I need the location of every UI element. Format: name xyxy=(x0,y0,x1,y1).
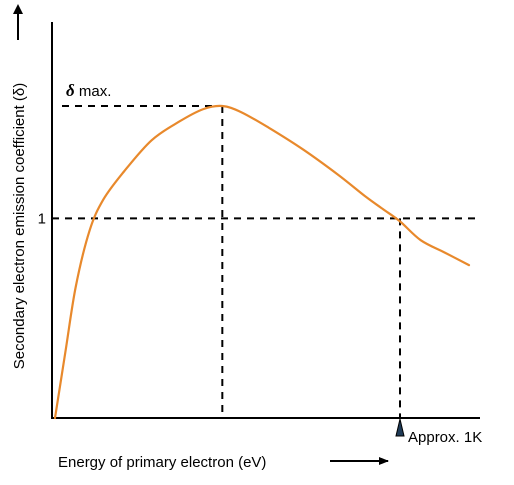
reference-lines xyxy=(52,105,478,418)
peak-label: δ max. xyxy=(66,81,111,100)
x-axis-label: Energy of primary electron (eV) xyxy=(58,454,266,471)
x-marker-label: Approx. 1K xyxy=(408,429,482,446)
y-axis-label: Secondary electron emission coefficient … xyxy=(11,83,28,370)
x-marker-triangle xyxy=(395,418,405,437)
peak-label-text: max. xyxy=(75,83,112,100)
y-axis-arrowhead xyxy=(13,4,23,14)
series-line xyxy=(53,104,471,420)
y-tick-label: 1 xyxy=(38,210,46,227)
delta-symbol: δ xyxy=(66,81,75,100)
